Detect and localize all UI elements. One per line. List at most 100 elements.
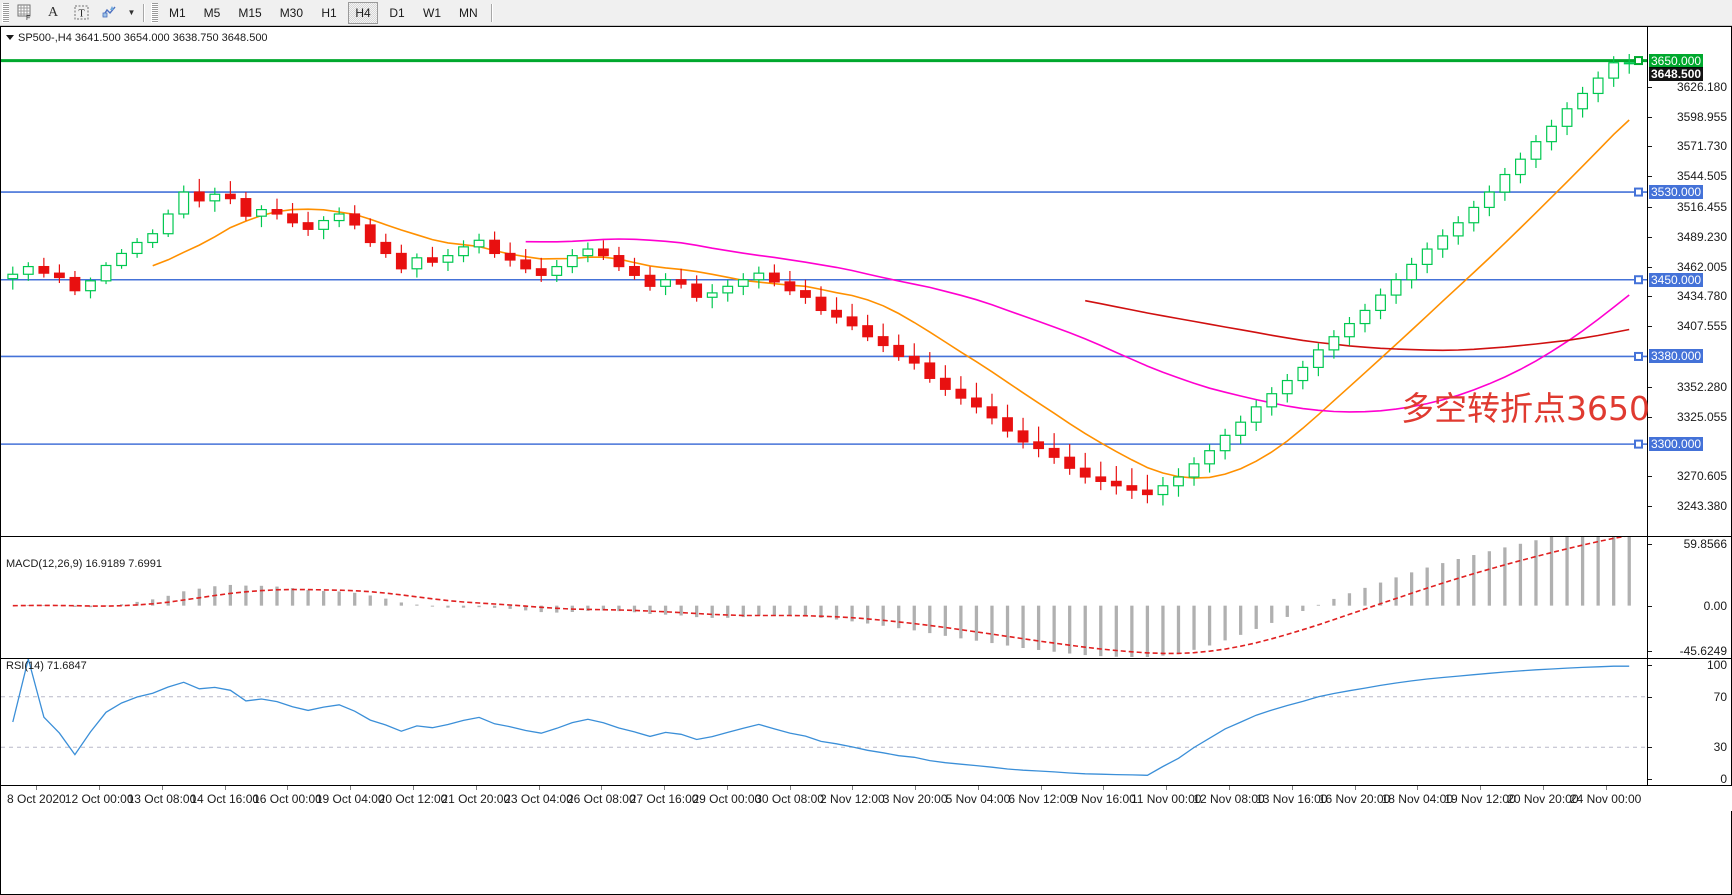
- price-level-tag-3300-000[interactable]: 3300.000: [1649, 437, 1704, 452]
- rsi-axis[interactable]: 100 70 30 0: [1647, 659, 1731, 785]
- time-tick: [99, 786, 101, 790]
- time-tick: [538, 786, 540, 790]
- rsi-series-layer: [1, 659, 1647, 776]
- symbol-header: SP500-,H4 3641.500 3654.000 3638.750 364…: [6, 32, 268, 44]
- price-axis[interactable]: 3626.180 3598.955 3571.730 3544.505 3516.455…: [1647, 27, 1731, 536]
- time-tick-label: 20 Oct 12:00: [378, 792, 448, 806]
- macd-tick: [1648, 544, 1652, 545]
- rsi-tick-label: 70: [1713, 689, 1727, 704]
- price-tick-label: 3325.055: [1676, 409, 1727, 424]
- time-tick-label: 12 Nov 08:00: [1193, 792, 1265, 806]
- time-tick-label: 2 Nov 12:00: [820, 792, 885, 806]
- time-tick-label: 5 Nov 04:00: [945, 792, 1011, 806]
- time-tick: [1166, 786, 1168, 790]
- time-tick-label: 11 Nov 00:00: [1130, 792, 1202, 806]
- time-tick-label: 26 Oct 08:00: [566, 792, 636, 806]
- time-tick: [475, 786, 477, 790]
- pane-divider-rsi: [1, 658, 1732, 659]
- time-tick-label: 13 Oct 08:00: [127, 792, 197, 806]
- macd-pane[interactable]: [1, 537, 1647, 658]
- price-tick: [1648, 176, 1652, 178]
- time-tick-label: 30 Oct 08:00: [755, 792, 824, 806]
- time-tick: [1605, 786, 1607, 790]
- rsi-pane[interactable]: [1, 659, 1647, 785]
- pane-divider-macd: [1, 536, 1732, 537]
- timeframe-m5[interactable]: M5: [203, 5, 221, 20]
- time-tick-label: 27 Oct 16:00: [629, 792, 699, 806]
- svg-text:T: T: [78, 9, 84, 20]
- price-tick-label: 3544.505: [1676, 169, 1727, 184]
- rsi-tick-label: 0: [1720, 772, 1727, 786]
- price-tick-label: 3434.780: [1676, 289, 1727, 304]
- text-label-icon[interactable]: A: [47, 4, 59, 20]
- time-tick-label: 16 Nov 20:00: [1318, 792, 1391, 806]
- chart-grid-icon[interactable]: F: [12, 2, 38, 24]
- price-pane[interactable]: [1, 27, 1647, 536]
- time-tick: [1103, 786, 1105, 790]
- bid-price-tag: 3648.500: [1649, 66, 1704, 81]
- price-level-tag-3650-000[interactable]: 3650.000: [1649, 53, 1704, 68]
- chart-annotation-text: 多空转折点3650: [1401, 389, 1650, 428]
- macd-tick-label: 59.8566: [1683, 537, 1727, 551]
- time-tick-label: 9 Nov 16:00: [1071, 792, 1136, 806]
- timeframe-w1[interactable]: W1: [423, 5, 442, 20]
- macd-axis[interactable]: 59.8566 0.00 -45.6249: [1647, 537, 1731, 658]
- rsi-tick-label: 30: [1713, 740, 1727, 755]
- time-tick-label: 23 Oct 04:00: [504, 792, 573, 806]
- price-level-tag-3380-000[interactable]: 3380.000: [1649, 349, 1704, 364]
- objects-dropdown-caret[interactable]: ▼: [127, 8, 136, 17]
- time-tick-label: 20 Nov 20:00: [1507, 792, 1579, 806]
- price-tick: [1648, 506, 1652, 508]
- time-tick: [915, 786, 917, 790]
- macd-tick: [1648, 605, 1652, 607]
- price-tick-label: 3462.005: [1676, 259, 1727, 274]
- time-tick: [664, 786, 666, 790]
- time-tick: [1542, 786, 1544, 790]
- time-axis[interactable]: 8 Oct 2020 12 Oct 00:00 13 Oct 08:00 14 Oct…: [1, 785, 1732, 811]
- timeframe-group: M1 M5 M15 M30 H1 H4 D1 W1 MN: [160, 1, 487, 24]
- price-tick: [1648, 206, 1652, 208]
- price-tick: [1648, 326, 1652, 328]
- timeframe-h1[interactable]: H1: [321, 5, 337, 20]
- time-tick: [350, 786, 352, 790]
- time-tick-label: 13 Nov 16:00: [1256, 792, 1328, 806]
- price-level-tag-3530-000[interactable]: 3530.000: [1649, 185, 1704, 200]
- time-tick: [726, 786, 728, 790]
- time-tick: [1291, 786, 1293, 790]
- rsi-tick-label: 100: [1706, 658, 1727, 672]
- timeframe-m30[interactable]: M30: [279, 5, 304, 20]
- price-tick: [1648, 266, 1652, 268]
- macd-series-layer: [12, 537, 1631, 658]
- timeframe-m15[interactable]: M15: [238, 5, 262, 20]
- timeframe-m1[interactable]: M1: [169, 5, 186, 20]
- macd-tick: [1648, 651, 1652, 652]
- price-tick: [1648, 386, 1652, 388]
- toolbar-divider-2: [490, 3, 493, 22]
- objects-icon[interactable]: [96, 2, 122, 24]
- toolbar-grip[interactable]: [2, 2, 9, 23]
- price-tick-label: 3407.555: [1676, 319, 1727, 334]
- chart-toolbar: F A T ▼ M1 M5 M15 M30 H1 H4 D1 W1 MN: [0, 0, 1732, 26]
- time-tick: [852, 786, 854, 790]
- time-tick-label: 19 Nov 12:00: [1444, 792, 1516, 806]
- price-level-tag-3450-000[interactable]: 3450.000: [1649, 272, 1704, 287]
- time-tick-label: 6 Nov 12:00: [1008, 792, 1074, 806]
- timeframe-d1[interactable]: D1: [389, 5, 405, 20]
- symbol-ohlc-text: SP500-,H4 3641.500 3654.000 3638.750 364…: [18, 32, 268, 44]
- time-tick-label: 19 Oct 04:00: [315, 792, 385, 806]
- time-tick-label: 14 Oct 16:00: [190, 792, 260, 806]
- time-tick: [1229, 786, 1230, 790]
- svg-text:F: F: [26, 15, 30, 21]
- price-series-layer: [1, 53, 1647, 506]
- time-tick-label: 24 Nov 00:00: [1569, 792, 1642, 806]
- timeframe-grip[interactable]: [151, 2, 158, 23]
- macd-header: MACD(12,26,9) 16.9189 7.6991: [6, 558, 162, 570]
- collapse-arrow-icon[interactable]: [6, 35, 14, 40]
- chart-canvas[interactable]: SP500-,H4 3641.500 3654.000 3638.750 364…: [0, 26, 1732, 895]
- timeframe-mn[interactable]: MN: [459, 5, 478, 20]
- rsi-tick: [1648, 747, 1652, 749]
- timeframe-h4[interactable]: H4: [348, 1, 379, 24]
- text-box-icon[interactable]: T: [68, 2, 94, 24]
- price-tick-label: 3516.455: [1676, 199, 1727, 214]
- rsi-tick: [1648, 696, 1652, 698]
